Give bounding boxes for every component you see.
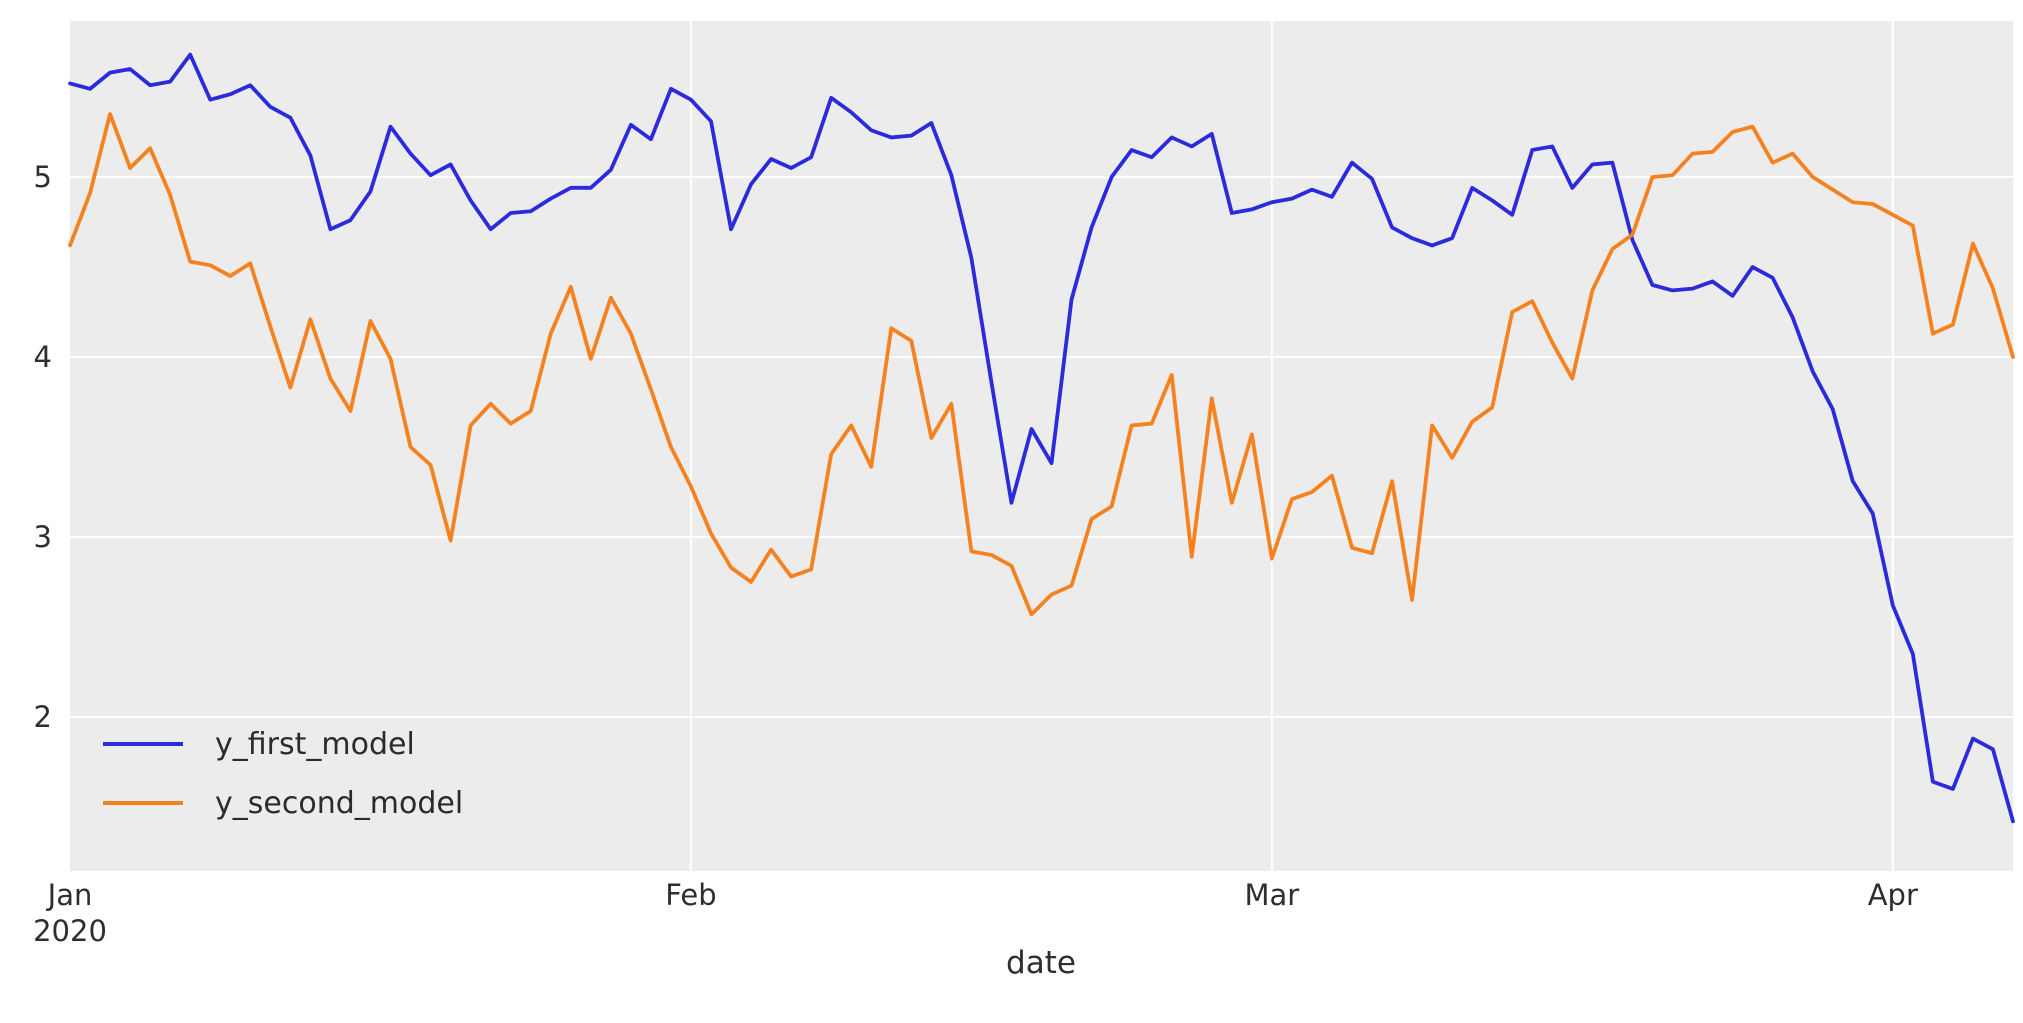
legend-item-second-model: y_second_model xyxy=(103,786,463,821)
series-lines xyxy=(68,52,2015,824)
x-tick-label-apr: Apr xyxy=(1868,878,1918,912)
legend: y_first_model y_second_model xyxy=(103,727,463,821)
y-axis-tick-labels: 2 3 4 5 xyxy=(34,160,52,734)
x-axis-label: date xyxy=(1006,945,1076,981)
x-tick-label-feb: Feb xyxy=(665,878,716,912)
y-tick-label-5: 5 xyxy=(34,160,52,194)
series-line-y_first_model xyxy=(68,52,2015,824)
legend-label-first-model: y_first_model xyxy=(215,727,415,762)
y-tick-label-2: 2 xyxy=(34,700,52,734)
legend-label-second-model: y_second_model xyxy=(215,786,463,821)
series-line-y_second_model xyxy=(68,112,2015,617)
x-tick-label-jan: Jan xyxy=(46,878,93,912)
gridlines xyxy=(70,21,2013,871)
x-tick-sublabel-2020: 2020 xyxy=(33,914,107,948)
y-tick-label-3: 3 xyxy=(34,520,52,554)
legend-item-first-model: y_first_model xyxy=(103,727,415,762)
x-tick-label-mar: Mar xyxy=(1244,878,1299,912)
y-tick-label-4: 4 xyxy=(34,340,52,374)
